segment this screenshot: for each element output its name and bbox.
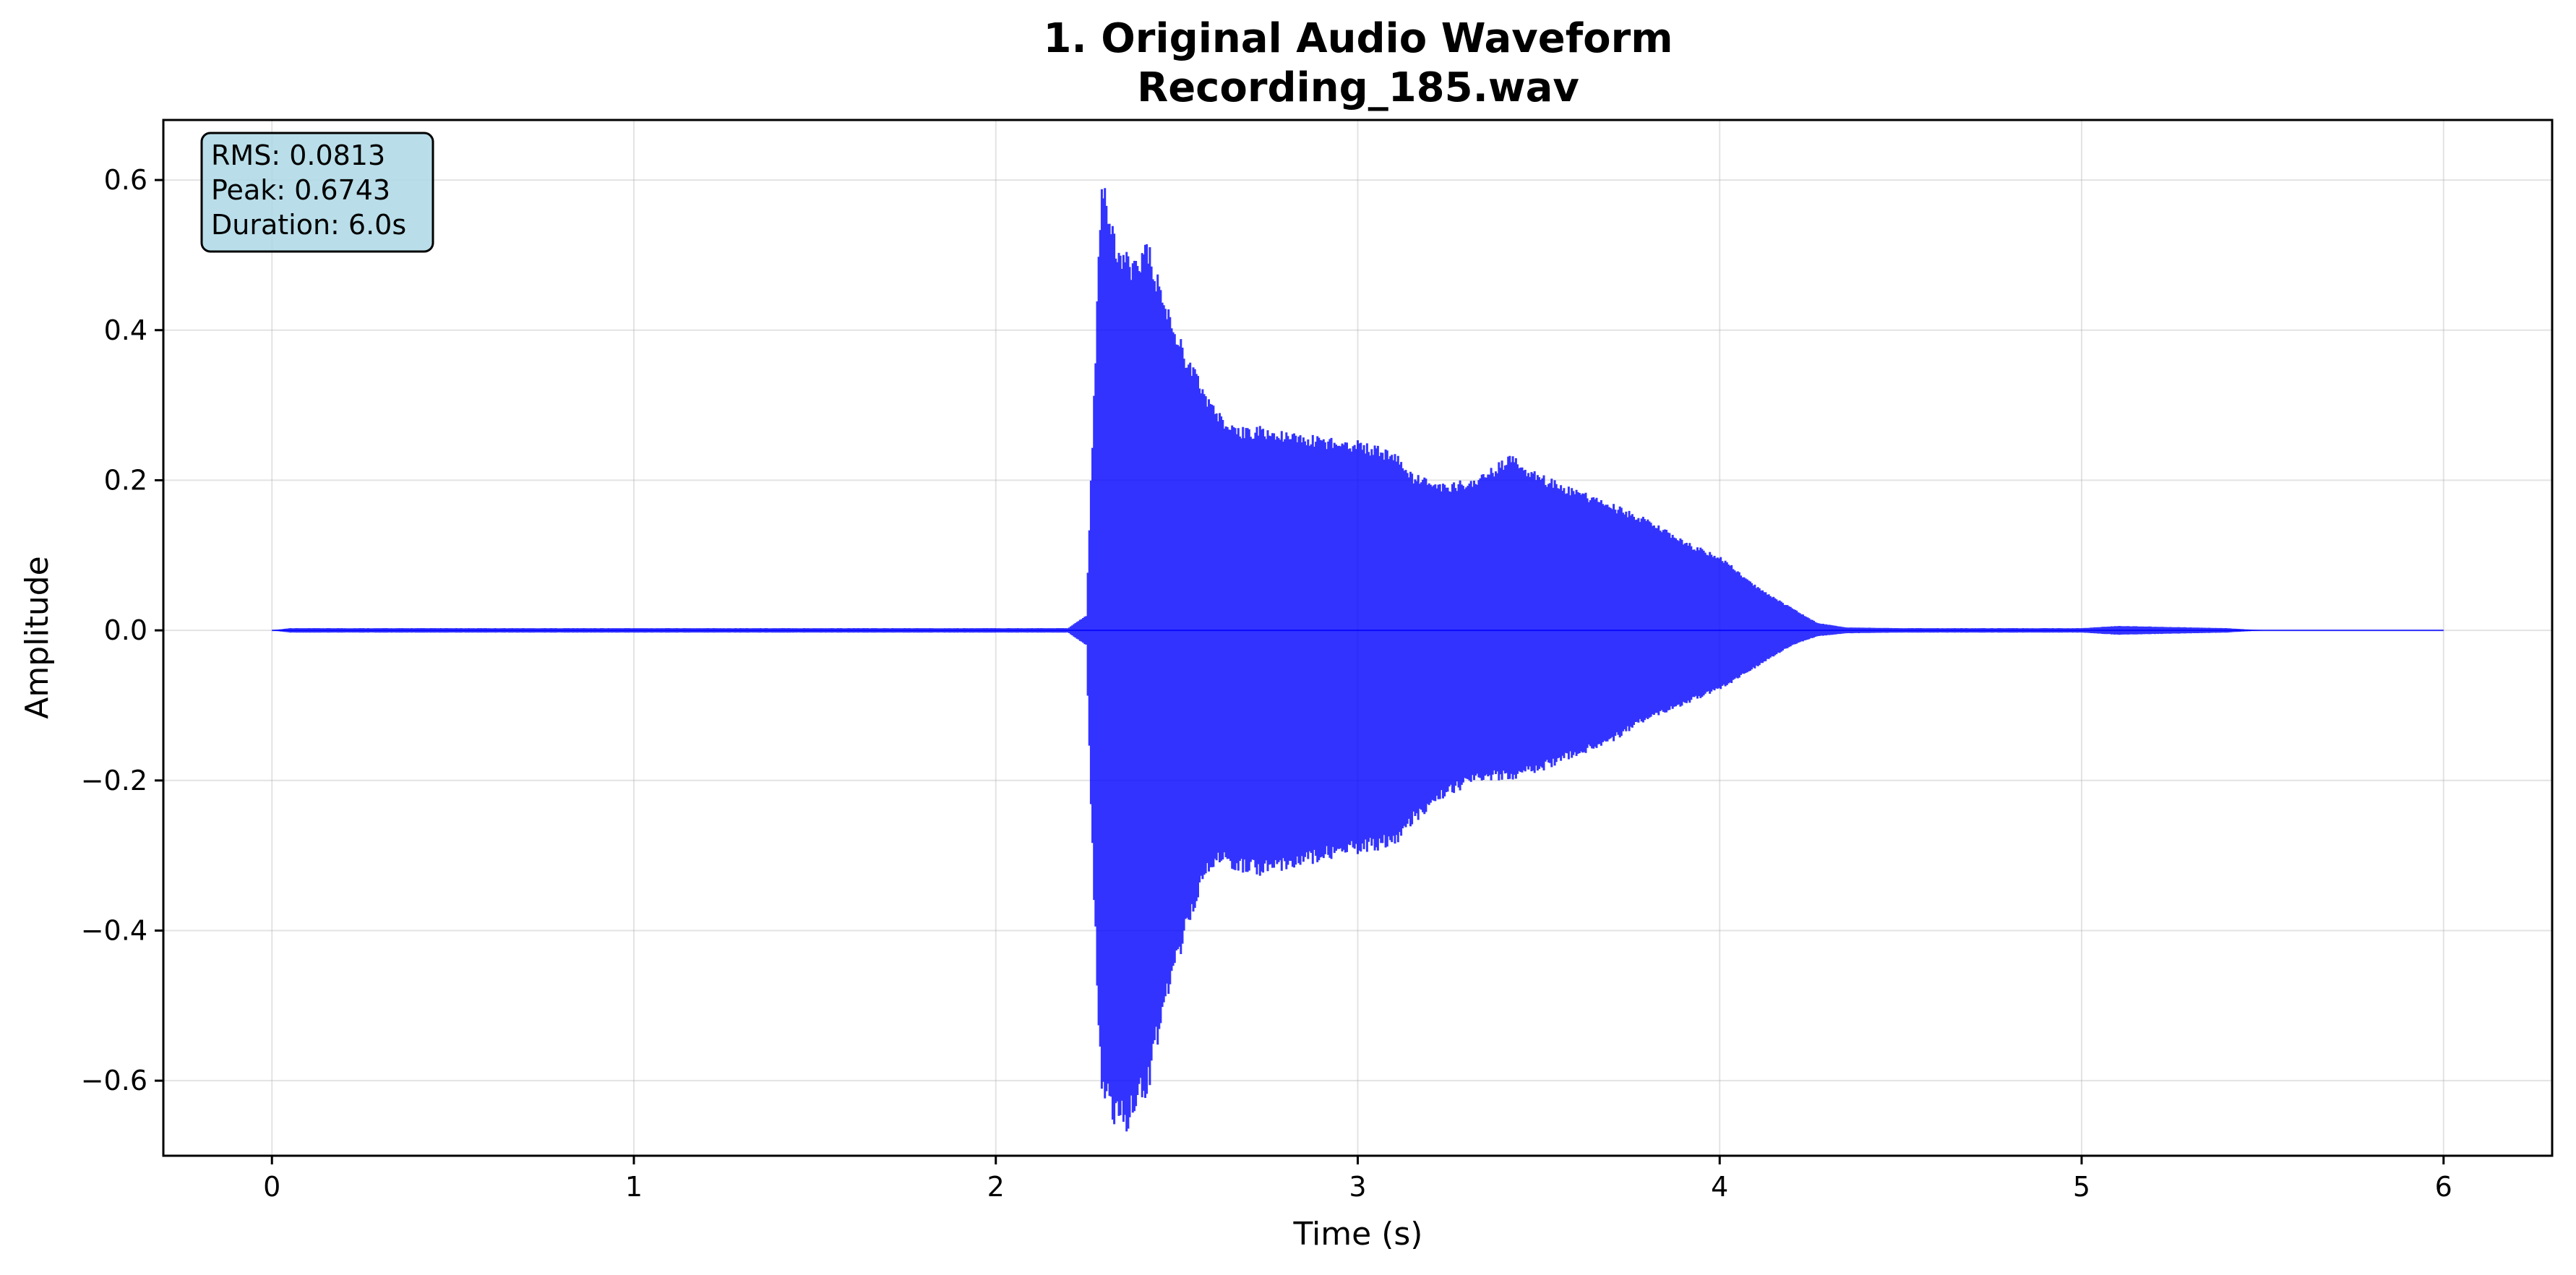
- x-tick-label: 3: [1349, 1171, 1366, 1203]
- stats-peak: Peak: 0.6743: [211, 174, 390, 206]
- stats-box-background: [200, 132, 434, 253]
- x-tick-label: 1: [625, 1171, 643, 1203]
- y-tick-label: 0.0: [104, 614, 147, 646]
- y-tick-label: 0.6: [104, 164, 147, 196]
- chart-title-line2: Recording_185.wav: [1137, 64, 1579, 111]
- x-tick-label: 5: [2073, 1171, 2090, 1203]
- x-tick-label: 0: [263, 1171, 280, 1203]
- x-tick-label: 4: [1711, 1171, 1728, 1203]
- y-axis-label: Amplitude: [19, 556, 56, 718]
- stats-duration: Duration: 6.0s: [211, 209, 406, 241]
- stats-box: RMS: 0.0813 Peak: 0.6743 Duration: 6.0s: [200, 132, 434, 253]
- stats-rms: RMS: 0.0813: [211, 139, 385, 171]
- y-tick-label: 0.2: [104, 464, 147, 496]
- y-tick-label: −0.4: [81, 914, 147, 946]
- axis-ticks: 0 1 2 3 4 5 6 −0.6 −0.4 −0.2 0.0 0.2 0.4 0.6: [81, 164, 2452, 1203]
- x-axis-label: Time (s): [1293, 1216, 1423, 1253]
- y-tick-label: −0.2: [81, 765, 147, 797]
- chart-title-line1: 1. Original Audio Waveform: [1043, 15, 1673, 62]
- waveform-series: [272, 188, 2444, 1132]
- x-tick-label: 6: [2435, 1171, 2452, 1203]
- y-tick-label: −0.6: [81, 1065, 147, 1096]
- x-tick-label: 2: [987, 1171, 1005, 1203]
- y-tick-label: 0.4: [104, 314, 147, 346]
